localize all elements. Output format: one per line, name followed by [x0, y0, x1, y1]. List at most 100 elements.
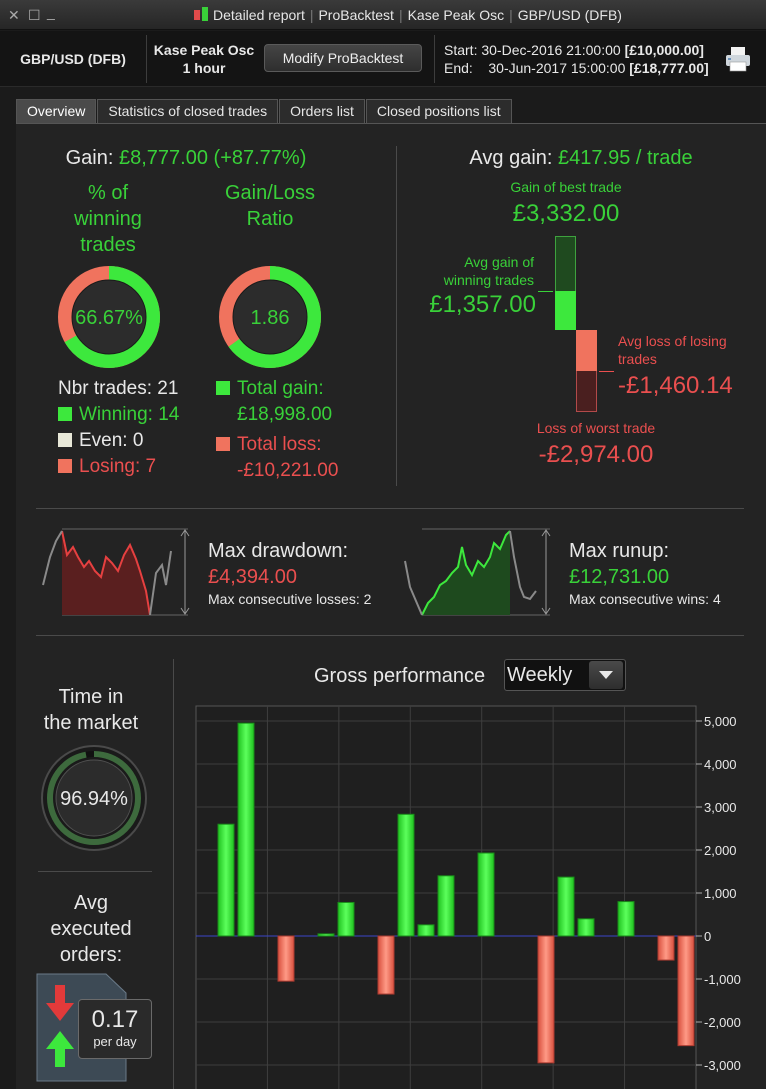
avg-win-value: £1,357.00 — [429, 291, 536, 318]
y-tick-label: -3,000 — [704, 1058, 741, 1073]
y-tick-label: -1,000 — [704, 972, 741, 987]
avg-loss-bar — [576, 330, 597, 371]
avg-gain-summary: Avg gain: £417.95 / trade — [416, 147, 746, 170]
max-consecutive-losses: Max consecutive losses: 2 — [208, 591, 372, 607]
winning-pct-value: 66.67% — [75, 307, 143, 329]
bar-negative — [537, 935, 555, 1064]
gl-ratio-label: Gain/Loss Ratio — [224, 182, 316, 230]
backtest-dates: Start: 30-Dec-2016 21:00:00 [£10,000.00]… — [444, 41, 709, 77]
period-select-value: Weekly — [507, 664, 573, 686]
overview-panel: Gain: £8,777.00 (+87.77%) % of winning t… — [16, 123, 766, 1089]
system-name: Kase Peak Osc — [153, 42, 255, 58]
start-label: Start: — [444, 42, 478, 58]
modify-probacktest-button[interactable]: Modify ProBacktest — [264, 44, 422, 72]
avg-orders-value: 0.17 — [91, 1006, 139, 1033]
total-loss-value: -£10,221.00 — [237, 460, 339, 481]
y-tick-label: 1,000 — [704, 886, 737, 901]
bar-positive — [237, 722, 255, 937]
worst-trade-label: Loss of worst trade — [536, 420, 656, 436]
totals-breakdown: Total gain: £18,998.00 Total loss: -£10,… — [216, 376, 338, 484]
total-loss-label: Total loss: — [237, 434, 322, 455]
avg-orders-label: Avg executed orders: — [50, 892, 132, 966]
bar-positive — [397, 813, 415, 937]
close-icon[interactable]: ✕ — [8, 7, 20, 23]
restore-icon[interactable]: ☐ — [28, 7, 41, 23]
y-tick-label: 3,000 — [704, 800, 737, 815]
max-drawdown-title: Max drawdown: — [208, 540, 349, 562]
bar-positive — [477, 852, 495, 937]
avg-gain-value: £417.95 / trade — [558, 147, 693, 169]
avg-orders-box: 0.17 per day — [78, 999, 152, 1059]
y-tick-label: 4,000 — [704, 757, 737, 772]
y-tick-label: 0 — [704, 929, 711, 944]
max-drawdown-value: £4,394.00 — [208, 566, 297, 588]
avg-loss-value: -£1,460.14 — [618, 372, 733, 399]
even-legend-icon — [58, 433, 72, 447]
end-capital: [£18,777.00] — [629, 60, 709, 76]
max-consecutive-wins: Max consecutive wins: 4 — [569, 591, 721, 607]
avg-gain-label: Avg gain: — [469, 147, 553, 169]
title-part-system: Kase Peak Osc — [407, 7, 505, 23]
tab-overview[interactable]: Overview — [16, 99, 97, 123]
title-bar: ✕ ☐ _ Detailed report | ProBacktest | Kase… — [0, 0, 766, 30]
bar-positive — [337, 901, 355, 937]
avg-win-bar — [555, 291, 576, 330]
total-gain-icon — [216, 381, 230, 395]
even-count: Even: 0 — [79, 430, 144, 451]
tab-orders-list[interactable]: Orders list — [279, 99, 365, 123]
title-part-instrument: GBP/USD (DFB) — [517, 7, 622, 23]
total-loss-icon — [216, 437, 230, 451]
bar-positive — [417, 924, 435, 937]
window-title: Detailed report | ProBacktest | Kase Peak … — [193, 7, 622, 23]
losing-count: Losing: 7 — [79, 456, 157, 477]
chart-title: Gross performance — [314, 665, 486, 687]
losing-legend-icon — [58, 459, 72, 473]
y-tick-label: 2,000 — [704, 843, 737, 858]
bar-positive — [437, 875, 455, 937]
title-part-probacktest: ProBacktest — [318, 7, 394, 23]
gain-label: Gain: — [65, 147, 114, 169]
bar-negative — [677, 935, 695, 1047]
nbr-trades: Nbr trades: 21 — [58, 378, 179, 399]
winning-pct-donut: 66.67% — [58, 266, 160, 368]
gl-ratio-donut: 1.86 — [219, 266, 321, 368]
runup-chart — [404, 528, 551, 616]
bar-positive — [577, 918, 595, 937]
report-header: GBP/USD (DFB) Kase Peak Osc 1 hour Modif… — [0, 31, 766, 87]
avg-loss-label: Avg loss of losing trades — [618, 333, 727, 367]
bar-negative — [277, 935, 295, 982]
candlestick-icon — [193, 7, 209, 23]
gain-value: £8,777.00 (+87.77%) — [119, 147, 307, 169]
max-runup-title: Max runup: — [569, 540, 670, 562]
drawdown-chart — [42, 528, 190, 616]
start-date: 30-Dec-2016 21:00:00 — [481, 42, 621, 58]
winning-legend-icon — [58, 407, 72, 421]
y-tick-label: 5,000 — [704, 714, 737, 729]
chevron-down-icon[interactable] — [589, 661, 623, 689]
instrument-name: GBP/USD (DFB) — [20, 51, 126, 67]
bar-negative — [377, 935, 395, 995]
tab-statistics-closed-trades[interactable]: Statistics of closed trades — [97, 99, 279, 123]
y-tick-label: -2,000 — [704, 1015, 741, 1030]
time-in-market-gauge: 96.94% — [41, 745, 147, 851]
bar-positive — [317, 933, 335, 937]
printer-icon[interactable] — [724, 46, 752, 72]
trades-breakdown: Nbr trades: 21 Winning: 14 Even: 0 Losin… — [58, 376, 179, 480]
bar-negative — [657, 935, 675, 961]
timeframe: 1 hour — [182, 60, 226, 76]
worst-trade-value: -£2,974.00 — [538, 441, 654, 468]
end-label: End: — [444, 60, 473, 76]
best-trade-value: £3,332.00 — [512, 200, 620, 227]
best-trade-label: Gain of best trade — [510, 179, 622, 195]
winning-pct-label: % of winning trades — [74, 182, 142, 256]
avg-orders-unit: per day — [93, 1034, 137, 1049]
time-in-market-value: 96.94% — [60, 788, 128, 810]
minimize-icon[interactable]: _ — [47, 4, 55, 20]
bar-positive — [217, 823, 235, 937]
end-date: 30-Jun-2017 15:00:00 — [488, 60, 626, 76]
time-in-market-label: Time in the market — [43, 686, 139, 734]
tab-closed-positions-list[interactable]: Closed positions list — [365, 99, 512, 123]
start-capital: [£10,000.00] — [624, 42, 704, 58]
period-select[interactable]: Weekly — [504, 659, 626, 691]
title-part-report: Detailed report — [213, 7, 305, 23]
